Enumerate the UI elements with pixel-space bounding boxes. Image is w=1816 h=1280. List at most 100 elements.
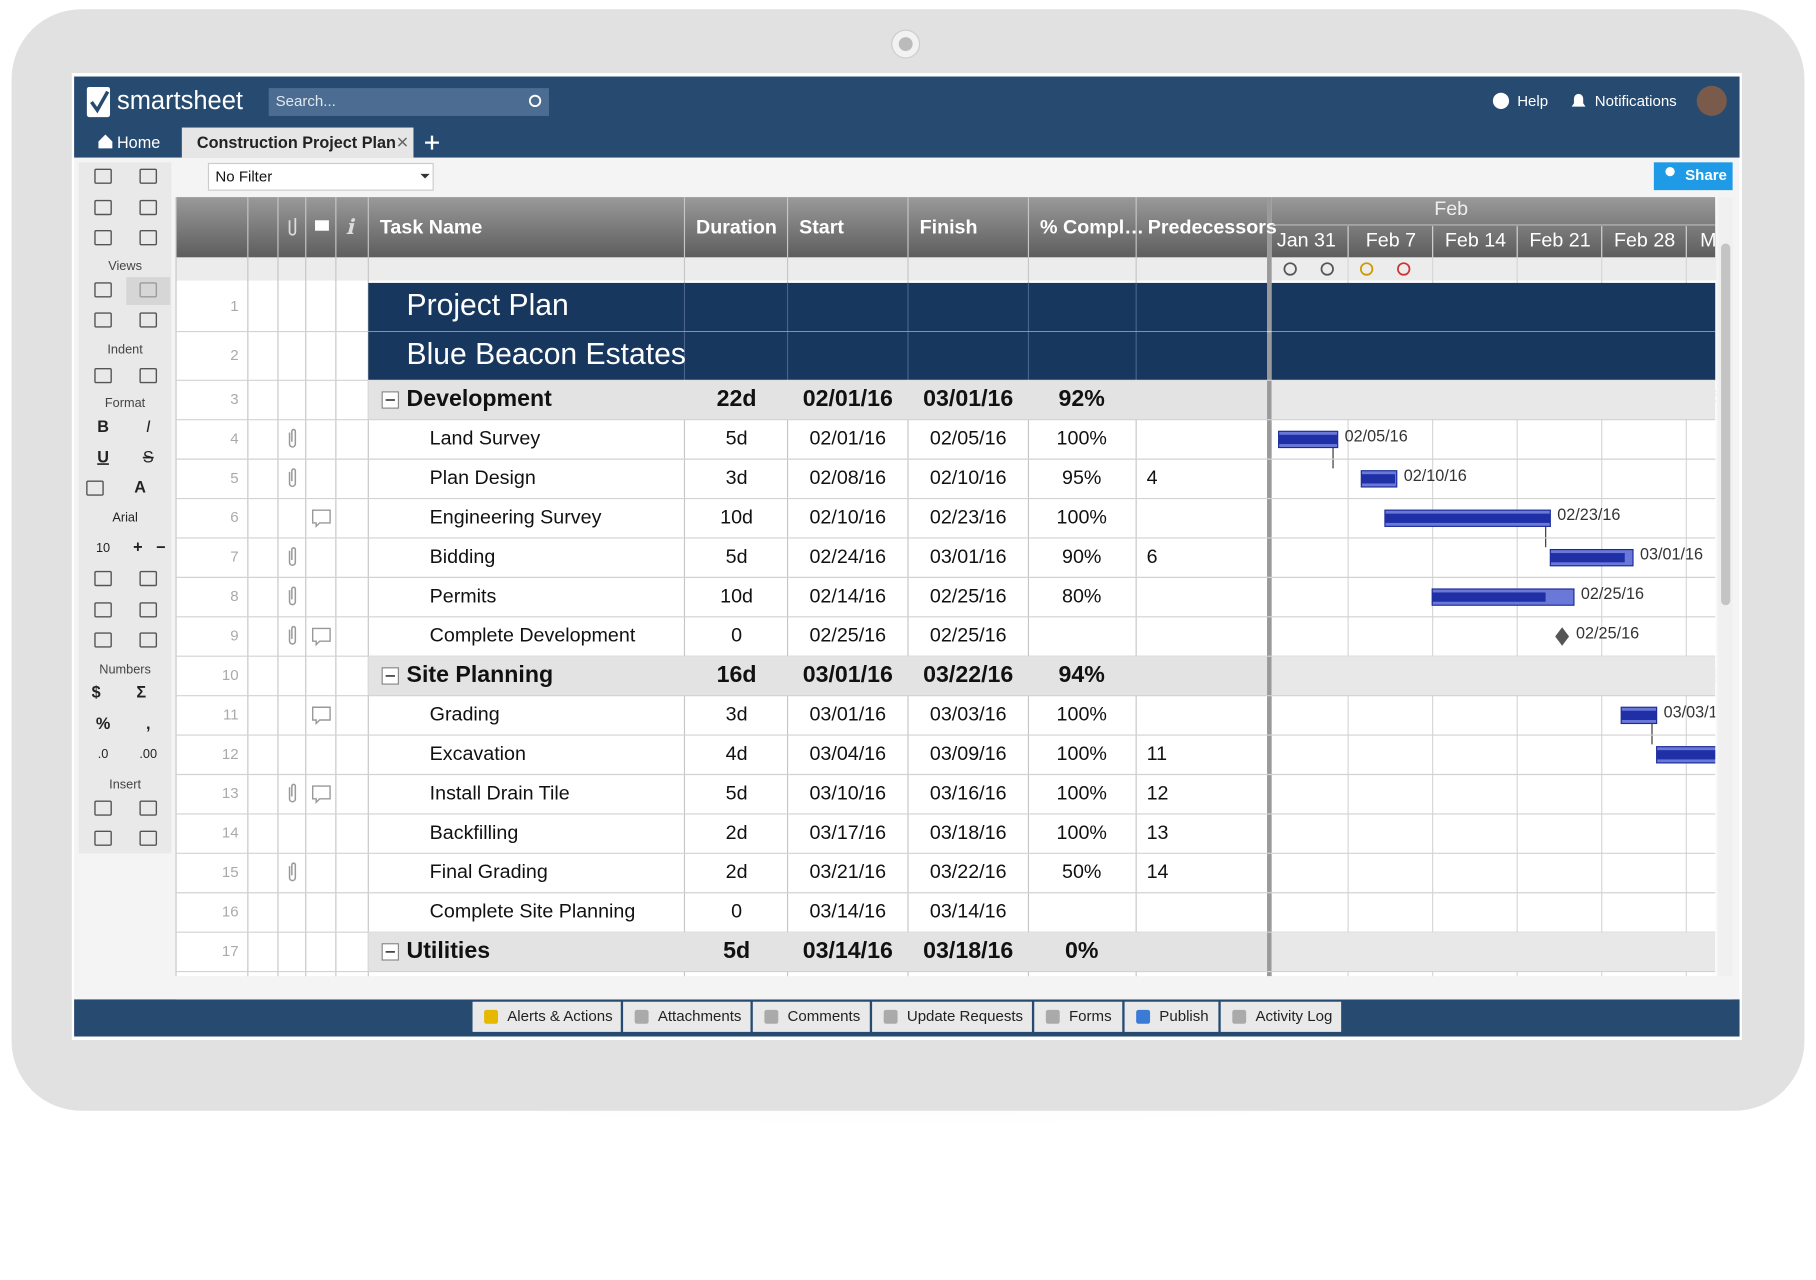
- active-tab[interactable]: [181, 127, 414, 158]
- toolbar-icon[interactable]: [94, 168, 112, 184]
- avatar[interactable]: [1696, 85, 1727, 116]
- comment-icon[interactable]: [312, 627, 331, 647]
- attachment-icon[interactable]: [288, 468, 297, 488]
- toolbar-button[interactable]: Σ: [136, 684, 146, 702]
- toolbar-button[interactable]: S: [143, 448, 154, 466]
- toolbar-button[interactable]: %: [96, 715, 110, 733]
- toolbar-icon[interactable]: [139, 368, 158, 384]
- toolbar-icon[interactable]: [139, 312, 158, 328]
- close-tab[interactable]: [397, 137, 408, 147]
- help-icon[interactable]: [1492, 92, 1510, 109]
- toolbar-icon[interactable]: [86, 480, 104, 496]
- bottom-tab-label[interactable]: Activity Log: [1255, 1008, 1332, 1025]
- scroll-thumb[interactable]: [1721, 243, 1731, 606]
- toolbar-icon[interactable]: [139, 168, 158, 184]
- row-number: 7: [230, 549, 238, 566]
- toolbar-button[interactable]: Arial: [112, 510, 137, 525]
- add-tab[interactable]: [425, 135, 439, 150]
- cell-complete: 100%: [1057, 743, 1107, 765]
- tab[interactable]: Home: [117, 134, 160, 152]
- toolbar-button[interactable]: B: [97, 418, 109, 436]
- toolbar-icon[interactable]: [94, 800, 112, 816]
- attachment-icon[interactable]: [288, 547, 297, 566]
- bottom-tab-label[interactable]: Comments: [788, 1008, 861, 1025]
- toolbar-icon[interactable]: [94, 230, 112, 246]
- bottom-tab-label[interactable]: Publish: [1159, 1008, 1208, 1025]
- active-view: [126, 277, 171, 305]
- toolbar-button[interactable]: $: [92, 684, 101, 702]
- tab[interactable]: Construction Project Plan: [197, 134, 396, 152]
- subheader: [176, 257, 1717, 281]
- toolbar-button[interactable]: A: [134, 478, 146, 496]
- share-button[interactable]: [1653, 162, 1733, 191]
- attachment-icon[interactable]: [288, 428, 297, 448]
- column-header[interactable]: Start: [799, 217, 844, 239]
- attachment-icon[interactable]: [288, 625, 297, 645]
- comment-icon[interactable]: [312, 509, 331, 529]
- toolbar-button[interactable]: .00: [139, 746, 157, 761]
- toolbar-icon[interactable]: [94, 368, 112, 384]
- toolbar-button[interactable]: I: [146, 418, 151, 436]
- cell-complete: 92%: [1059, 385, 1105, 411]
- column-header[interactable]: % Compl…: [1040, 217, 1144, 239]
- share[interactable]: Share: [1685, 167, 1727, 184]
- toolbar-icon[interactable]: [139, 602, 158, 618]
- column-header[interactable]: Duration: [696, 217, 777, 239]
- search-box[interactable]: [268, 88, 549, 116]
- toolbar-icon[interactable]: [139, 800, 158, 816]
- attachment-icon[interactable]: [288, 586, 297, 606]
- gantt-zoom-icon[interactable]: [1397, 262, 1411, 276]
- column-header[interactable]: Task Name: [380, 217, 482, 239]
- cell-duration: 3d: [726, 704, 748, 726]
- attachment-icon[interactable]: [288, 862, 297, 882]
- gantt-zoom-icon[interactable]: [1359, 262, 1374, 276]
- toolbar-icon[interactable]: [94, 199, 112, 216]
- toolbar-button[interactable]: +: [133, 539, 142, 557]
- summary-row-gantt: [1271, 380, 1716, 420]
- gantt-bar[interactable]: [1810, 826, 1816, 842]
- gantt-zoom-icon[interactable]: [1320, 262, 1334, 276]
- toolbar-button[interactable]: U: [97, 448, 109, 466]
- filter-box[interactable]: [207, 162, 434, 191]
- cell-predecessors: 13: [1147, 822, 1169, 844]
- toolbar-icon[interactable]: [94, 602, 112, 618]
- toolbar-icon[interactable]: [94, 570, 112, 587]
- toolbar-icon[interactable]: [139, 230, 158, 246]
- toolbar-icon[interactable]: [139, 199, 158, 216]
- toolbar-icon[interactable]: [94, 830, 112, 846]
- toolbar-icon[interactable]: [94, 282, 112, 298]
- cell-duration: 5d: [726, 546, 748, 568]
- attachment-icon[interactable]: [288, 783, 297, 803]
- notifications[interactable]: Notifications: [1595, 93, 1677, 110]
- toolbar-button[interactable]: −: [156, 539, 165, 557]
- toolbar-icon[interactable]: [94, 632, 112, 648]
- gantt-zoom-icon[interactable]: [1283, 262, 1297, 276]
- column-header[interactable]: Predecessors: [1148, 217, 1277, 239]
- gantt-week: Feb 14: [1445, 229, 1506, 251]
- column-header[interactable]: Finish: [920, 217, 978, 239]
- toolbar-icon[interactable]: [139, 570, 158, 587]
- toolbar-button[interactable]: .0: [98, 746, 109, 761]
- cell-start: 02/08/16: [809, 467, 886, 489]
- toolbar-icon[interactable]: [139, 632, 158, 648]
- cell-complete: 90%: [1062, 546, 1101, 568]
- toolbar-icon[interactable]: [139, 830, 158, 846]
- task-name: Engineering Survey: [430, 506, 602, 528]
- bell-icon[interactable]: [1571, 93, 1586, 107]
- gantt-progress: [1621, 710, 1657, 720]
- bottom-tab-label[interactable]: Forms: [1069, 1008, 1112, 1025]
- toolbar-icon[interactable]: [94, 312, 112, 328]
- comment-header-icon: [315, 220, 329, 231]
- help[interactable]: Help: [1517, 93, 1548, 110]
- splitter[interactable]: [1267, 197, 1272, 977]
- comment-icon[interactable]: [312, 785, 331, 804]
- toolbar-button[interactable]: ,: [146, 715, 151, 733]
- bottom-tab[interactable]: [872, 1001, 1032, 1032]
- bottom-tab-label[interactable]: Attachments: [658, 1008, 742, 1025]
- filter[interactable]: No Filter: [215, 168, 272, 185]
- bottom-tab-label[interactable]: Update Requests: [907, 1008, 1023, 1025]
- toolbar-button[interactable]: 10: [96, 540, 110, 555]
- task-name: Complete Development: [430, 625, 636, 647]
- bottom-tab-label[interactable]: Alerts & Actions: [507, 1008, 612, 1025]
- comment-icon[interactable]: [312, 706, 331, 726]
